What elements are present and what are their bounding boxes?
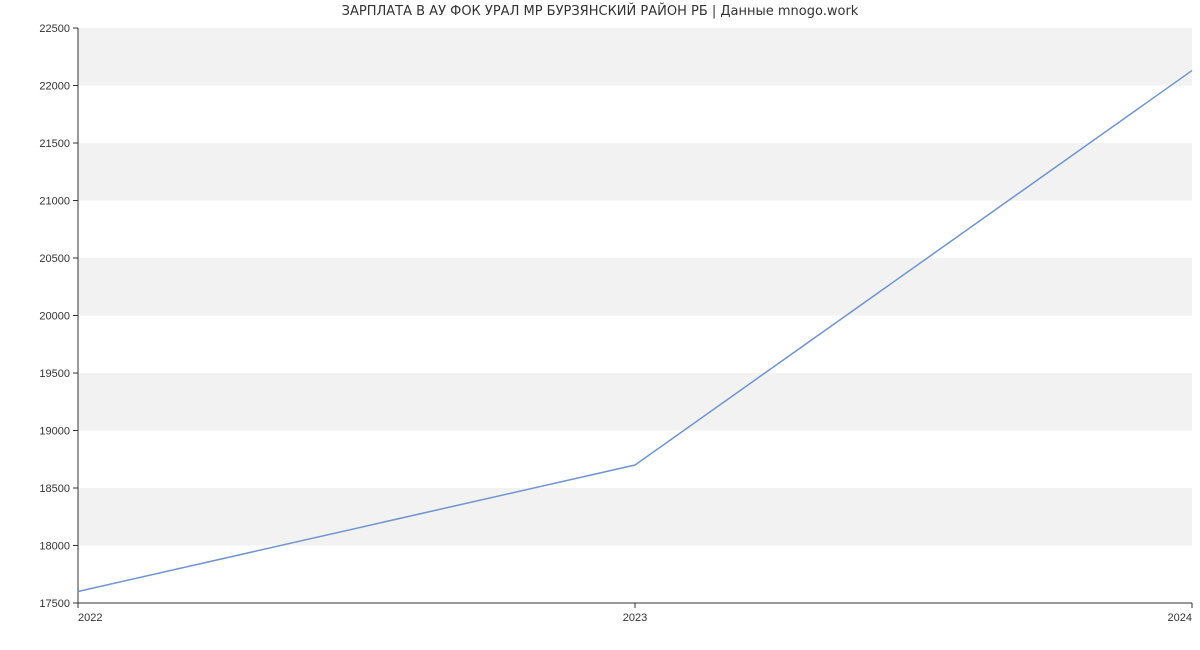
y-tick-label: 22500	[39, 23, 70, 35]
x-tick-label: 2023	[623, 612, 647, 624]
grid-band	[78, 373, 1192, 431]
y-tick-label: 21000	[39, 196, 70, 208]
y-tick-label: 20000	[39, 311, 70, 323]
y-tick-label: 18000	[39, 541, 70, 553]
y-tick-label: 22000	[39, 81, 70, 93]
y-tick-label: 19500	[39, 368, 70, 380]
y-tick-label: 20500	[39, 253, 70, 265]
y-tick-label: 17500	[39, 598, 70, 610]
y-tick-label: 19000	[39, 426, 70, 438]
salary-line-chart: ЗАРПЛАТА В АУ ФОК УРАЛ МР БУРЗЯНСКИЙ РАЙ…	[0, 0, 1200, 650]
x-tick-label: 2024	[1168, 612, 1192, 624]
y-tick-label: 21500	[39, 138, 70, 150]
grid-band	[78, 28, 1192, 86]
grid-band	[78, 488, 1192, 546]
chart-title: ЗАРПЛАТА В АУ ФОК УРАЛ МР БУРЗЯНСКИЙ РАЙ…	[0, 4, 1200, 19]
grid-band	[78, 258, 1192, 316]
grid-band	[78, 143, 1192, 201]
chart-svg: 17500 18000 18500 19000 19500 20000 20500 21000…	[0, 0, 1200, 650]
x-tick-label: 2022	[78, 612, 102, 624]
y-tick-label: 18500	[39, 483, 70, 495]
